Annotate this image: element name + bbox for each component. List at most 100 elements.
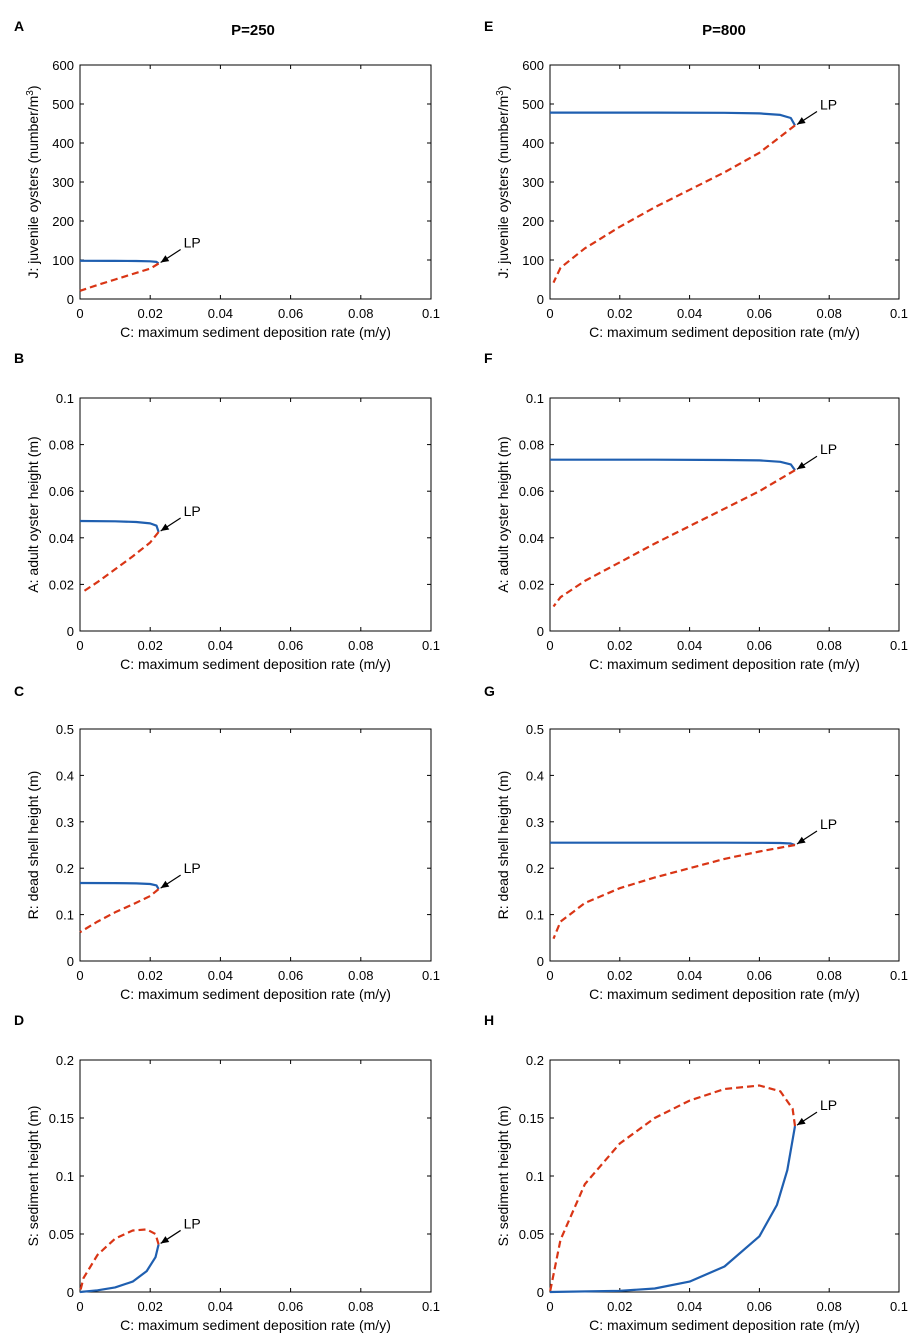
- lp-arrowhead-b: [160, 523, 170, 531]
- x-tick-label-d: 0.06: [278, 1299, 303, 1314]
- x-axis-label-g: C: maximum sediment deposition rate (m/y…: [589, 986, 860, 1002]
- axes-box-h: [549, 1059, 900, 1293]
- y-tick-label-h: 0.05: [519, 1227, 544, 1242]
- x-axis-label-a: C: maximum sediment deposition rate (m/y…: [120, 324, 391, 340]
- y-tick-label-e: 0: [537, 292, 544, 307]
- y-tick-label-e: 600: [522, 58, 544, 73]
- lp-label-d: LP: [184, 1215, 201, 1231]
- axes-box-e: [549, 64, 900, 300]
- x-tick-label-a: 0.06: [278, 306, 303, 321]
- y-axis-label-f: A: adult oyster height (m): [495, 436, 511, 592]
- axes-box-f: [549, 397, 900, 632]
- x-tick-label-g: 0.06: [747, 968, 772, 983]
- axes-box-a: [79, 64, 432, 300]
- y-tick-label-b: 0: [67, 624, 74, 639]
- lp-label-c: LP: [184, 860, 201, 876]
- series-stable-h: [549, 1125, 797, 1294]
- lp-label-a: LP: [184, 235, 201, 251]
- x-tick-label-g: 0.1: [890, 968, 908, 983]
- panel-letter-e: E: [484, 18, 493, 34]
- lp-label-b: LP: [184, 503, 201, 519]
- lp-arrowhead-d: [160, 1236, 170, 1244]
- y-tick-label-d: 0: [67, 1285, 74, 1300]
- axes-box-d: [79, 1059, 432, 1293]
- x-tick-label-e: 0.02: [607, 306, 632, 321]
- x-tick-label-d: 0.02: [138, 1299, 163, 1314]
- x-tick-label-d: 0.08: [348, 1299, 373, 1314]
- series-stable-g: [550, 841, 796, 847]
- x-tick-label-e: 0.1: [890, 306, 908, 321]
- x-axis-label-b: C: maximum sediment deposition rate (m/y…: [120, 656, 391, 672]
- y-tick-label-g: 0: [537, 954, 544, 969]
- y-tick-label-a: 500: [52, 97, 74, 112]
- y-tick-label-c: 0: [67, 954, 74, 969]
- y-tick-label-h: 0.1: [526, 1169, 544, 1184]
- x-tick-label-b: 0.06: [278, 638, 303, 653]
- y-tick-label-a: 200: [52, 214, 74, 229]
- y-axis-label-d: S: sediment height (m): [25, 1106, 41, 1247]
- series-unstable-a: [79, 262, 160, 292]
- x-tick-label-c: 0.08: [348, 968, 373, 983]
- y-tick-label-g: 0.3: [526, 815, 544, 830]
- y-tick-label-g: 0.1: [526, 908, 544, 923]
- x-tick-label-c: 0: [76, 968, 83, 983]
- x-tick-label-c: 0.1: [422, 968, 440, 983]
- x-tick-label-g: 0.08: [817, 968, 842, 983]
- x-tick-label-b: 0.04: [208, 638, 233, 653]
- x-tick-label-g: 0: [546, 968, 553, 983]
- y-tick-label-e: 300: [522, 175, 544, 190]
- y-tick-label-a: 600: [52, 58, 74, 73]
- x-tick-label-b: 0.08: [348, 638, 373, 653]
- y-tick-label-g: 0.5: [526, 722, 544, 737]
- panel-letter-c: C: [14, 683, 24, 699]
- y-tick-label-f: 0.06: [519, 484, 544, 499]
- x-tick-label-f: 0.04: [677, 638, 702, 653]
- y-tick-label-a: 400: [52, 136, 74, 151]
- x-tick-label-h: 0.04: [677, 1299, 702, 1314]
- x-tick-label-d: 0: [76, 1299, 83, 1314]
- axes-box-c: [79, 728, 432, 962]
- panel-letter-d: D: [14, 1012, 24, 1028]
- panel-letter-g: G: [484, 683, 495, 699]
- y-tick-label-d: 0.1: [56, 1169, 74, 1184]
- y-tick-label-e: 400: [522, 136, 544, 151]
- lp-arrowhead-e: [796, 117, 806, 125]
- y-tick-label-g: 0.2: [526, 861, 544, 876]
- x-tick-label-a: 0.08: [348, 306, 373, 321]
- y-axis-label-a: J: juvenile oysters (number/m3): [25, 85, 41, 278]
- series-stable-a: [79, 259, 160, 265]
- series-unstable-g: [552, 843, 796, 940]
- lp-arrowhead-a: [160, 255, 170, 263]
- x-tick-label-a: 0: [76, 306, 83, 321]
- y-tick-label-g: 0.4: [526, 768, 544, 783]
- y-tick-label-d: 0.15: [49, 1111, 74, 1126]
- x-tick-label-g: 0.04: [677, 968, 702, 983]
- series-unstable-c: [79, 888, 160, 934]
- x-tick-label-b: 0: [76, 638, 83, 653]
- y-tick-label-a: 100: [52, 253, 74, 268]
- series-stable-d: [79, 1244, 160, 1294]
- x-tick-label-d: 0.04: [208, 1299, 233, 1314]
- x-tick-label-h: 0: [546, 1299, 553, 1314]
- x-tick-label-h: 0.02: [607, 1299, 632, 1314]
- series-unstable-f: [552, 469, 796, 608]
- y-tick-label-f: 0: [537, 624, 544, 639]
- y-axis-label-g: R: dead shell height (m): [495, 771, 511, 920]
- x-tick-label-f: 0.08: [817, 638, 842, 653]
- lp-label-g: LP: [820, 816, 837, 832]
- y-tick-label-c: 0.5: [56, 722, 74, 737]
- y-tick-label-c: 0.1: [56, 908, 74, 923]
- x-tick-label-b: 0.02: [138, 638, 163, 653]
- panel-letter-f: F: [484, 350, 493, 366]
- column-title-left: P=250: [231, 22, 275, 39]
- x-axis-label-h: C: maximum sediment deposition rate (m/y…: [589, 1317, 860, 1333]
- y-tick-label-h: 0: [537, 1285, 544, 1300]
- series-unstable-h: [548, 1084, 797, 1293]
- series-unstable-e: [552, 124, 796, 284]
- lp-arrowhead-c: [160, 880, 170, 889]
- x-axis-label-c: C: maximum sediment deposition rate (m/y…: [120, 986, 391, 1002]
- y-tick-label-h: 0.15: [519, 1111, 544, 1126]
- series-stable-f: [550, 458, 796, 471]
- x-tick-label-a: 0.04: [208, 306, 233, 321]
